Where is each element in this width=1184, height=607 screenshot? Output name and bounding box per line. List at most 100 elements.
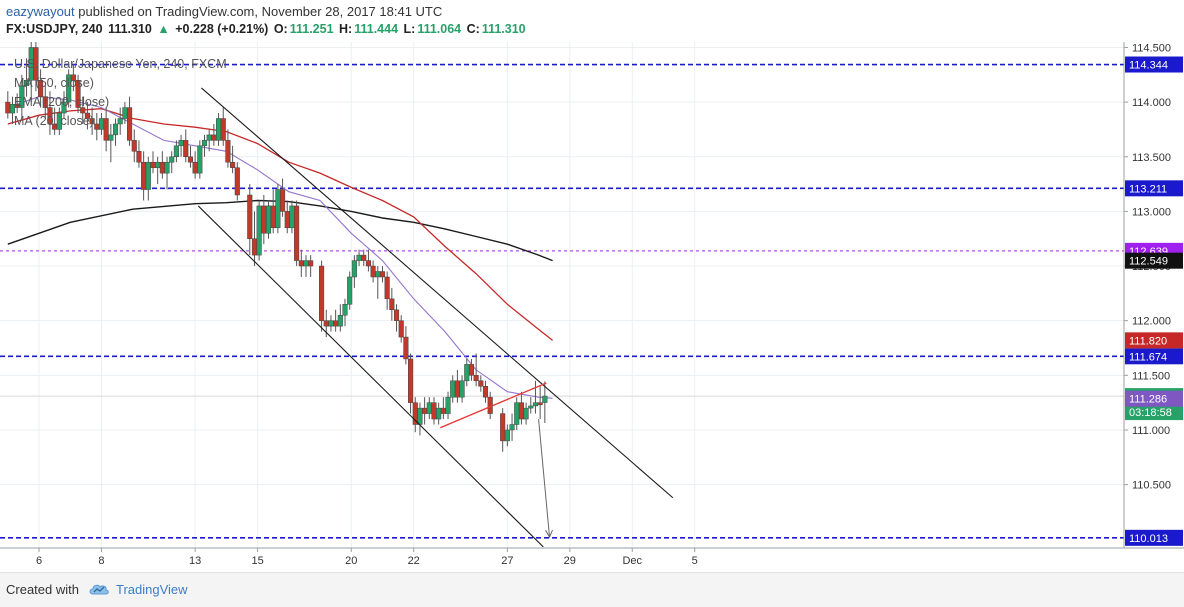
candle-body [75, 80, 81, 108]
candle-body [459, 380, 465, 398]
level-price-label-bg [1125, 56, 1183, 73]
candle-body [84, 112, 90, 119]
candle-body [342, 304, 348, 316]
candle-body [370, 265, 376, 278]
price-axis-bg [1124, 42, 1184, 548]
candle-body [389, 298, 395, 311]
candle-body [328, 320, 334, 327]
price-tick-label: 111.500 [1132, 370, 1170, 382]
publish-text: published on TradingView.com, November 2… [78, 4, 443, 19]
channel-line [197, 205, 544, 548]
time-tick-label: Dec [622, 555, 642, 567]
candle-body [323, 320, 329, 327]
price-tick-label: 110.500 [1132, 480, 1171, 492]
author-link[interactable]: eazywayout [6, 4, 75, 19]
created-with-label: Created with [6, 582, 79, 597]
candle-body [117, 118, 123, 125]
moving-averages [7, 96, 554, 399]
candle-body [131, 140, 137, 152]
candle-body [230, 161, 236, 168]
chart-legend: U.S. Dollar/Japanese Yen, 240, FXCM MA (… [14, 55, 227, 131]
price-tick-label: 112.000 [1132, 316, 1171, 328]
candle-body [523, 407, 529, 420]
candle-body [417, 407, 423, 425]
candle-body [280, 189, 286, 212]
candle-body [347, 276, 353, 305]
price-tick-label: 113.000 [1132, 206, 1171, 218]
publish-info: eazywayout published on TradingView.com,… [6, 4, 442, 19]
close-key: C: [466, 22, 480, 36]
candle-body [270, 205, 276, 229]
candle-body [500, 413, 506, 442]
candle-body [426, 402, 432, 414]
candle-body [169, 156, 175, 163]
candle-body [178, 140, 184, 147]
candle-body [275, 189, 281, 229]
legend-ma50[interactable]: MA (50, close) [14, 76, 94, 90]
legend-title: U.S. Dollar/Japanese Yen, 240, FXCM [14, 57, 227, 71]
candle-body [294, 205, 300, 261]
legend-ma20[interactable]: MA (20, close) [14, 114, 94, 128]
candle-body [136, 151, 142, 163]
candle-body [61, 101, 67, 114]
countdown-bg [1125, 404, 1183, 421]
ma50-line [7, 108, 554, 341]
close-value: 111.310 [481, 22, 526, 36]
price-label-bg [1125, 390, 1183, 407]
candle-body [514, 402, 520, 425]
price-tick-label: 114.500 [1132, 42, 1171, 54]
legend-ema200[interactable]: EMA (200, close) [14, 95, 110, 109]
arrow-head [545, 529, 553, 539]
candle-body [379, 271, 386, 278]
price-tick-label: 114.000 [1132, 97, 1171, 109]
ema200-line [7, 199, 553, 262]
candle-body [473, 375, 479, 382]
candlesticks [5, 42, 548, 452]
candle-body [256, 205, 262, 256]
price-chart[interactable]: 110.500111.000111.500112.000112.500113.0… [0, 42, 1184, 572]
candle-body [234, 167, 240, 196]
candle-body [261, 205, 267, 234]
candle-body [532, 402, 539, 407]
candle-body [70, 74, 76, 81]
channel-line [201, 87, 674, 499]
candle-body [150, 161, 156, 168]
candle-body [403, 336, 409, 360]
candle-body [201, 140, 208, 147]
last-price: 111.310 [108, 22, 152, 36]
candle-body [478, 380, 484, 387]
candle-body [528, 405, 534, 409]
candle-body [192, 161, 198, 174]
high-value: 111.444 [354, 22, 399, 36]
level-price-label-bg [1125, 180, 1183, 197]
candle-body [145, 161, 151, 190]
open-key: O: [273, 22, 288, 36]
candle-body [440, 407, 446, 414]
time-tick-label: 5 [692, 555, 698, 567]
countdown-label: 03:18:58 [1129, 407, 1172, 419]
candle-body [220, 118, 226, 141]
candle-body [298, 260, 304, 267]
candle-body [155, 161, 161, 168]
candle-body [361, 254, 367, 261]
candle-body [211, 134, 217, 141]
level-price-label-bg [1125, 348, 1183, 365]
candle-body [337, 314, 343, 327]
candle-body [112, 123, 119, 136]
candle-body [356, 254, 362, 261]
level-price-label: 113.211 [1129, 183, 1167, 195]
time-tick-label: 22 [408, 555, 420, 567]
tradingview-brand-link[interactable]: TradingView [88, 579, 188, 599]
candle-body [542, 395, 548, 403]
candle-body [19, 85, 25, 108]
candle-body [42, 96, 48, 108]
trend-line [439, 382, 547, 429]
candle-body [108, 134, 114, 141]
candle-body [47, 107, 53, 125]
time-tick-label: 20 [345, 555, 357, 567]
candle-body [303, 260, 309, 267]
candle-body [450, 380, 456, 398]
change-up-icon: ▲ [157, 22, 170, 36]
ohlc-bar: FX:USDJPY, 240 111.310 ▲ +0.228 (+0.21%)… [6, 22, 528, 36]
time-tick-label: 15 [251, 555, 263, 567]
